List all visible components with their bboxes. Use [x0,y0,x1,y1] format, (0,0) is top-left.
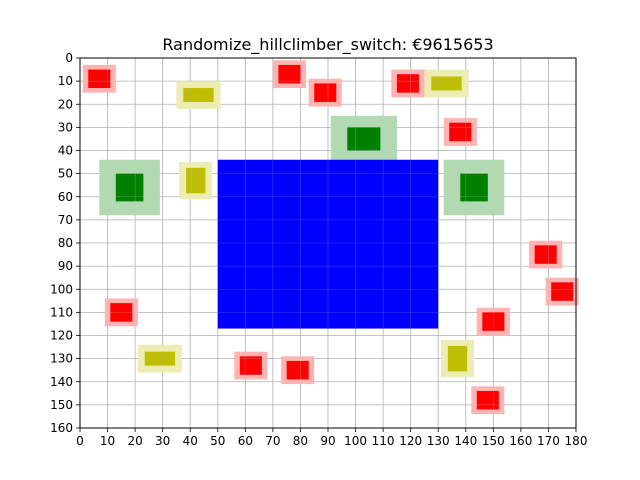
x-tick-label: 60 [238,434,253,448]
y-tick-label: 150 [50,398,73,412]
y-tick-label: 110 [50,305,73,319]
red-item [449,122,472,142]
x-tick-label: 180 [565,434,588,448]
big-blue-block [217,159,439,329]
y-tick-label: 60 [58,190,73,204]
x-tick-label: 80 [293,434,308,448]
y-axis-ticks: 0 10 20 30 40 50 60 70 80 90 100 110 120 130 140 150 160 [50,51,80,435]
y-tick-label: 140 [50,375,73,389]
red-item [278,64,301,84]
x-tick-label: 150 [482,434,505,448]
y-tick-label: 100 [50,282,73,296]
x-tick-label: 100 [344,434,367,448]
y-tick-label: 40 [58,144,73,158]
y-tick-label: 10 [58,74,73,88]
x-tick-label: 170 [537,434,560,448]
y-tick-label: 30 [58,120,73,134]
y-tick-label: 70 [58,213,73,227]
x-tick-label: 160 [509,434,532,448]
red-item [314,83,337,102]
x-tick-label: 140 [454,434,477,448]
yellow-item [183,88,214,102]
x-tick-label: 90 [320,434,335,448]
y-tick-label: 130 [50,352,73,366]
red-item [239,356,262,375]
red-item [476,391,499,410]
x-tick-label: 0 [76,434,84,448]
y-tick-label: 0 [65,51,73,65]
red-item [534,245,557,264]
y-tick-label: 80 [58,236,73,250]
x-tick-label: 20 [127,434,142,448]
x-tick-label: 10 [100,434,115,448]
big-block-layer [217,159,439,329]
yellow-item [186,167,206,194]
red-item [396,74,419,93]
item-layer [88,64,574,410]
x-tick-label: 70 [265,434,280,448]
x-tick-label: 30 [155,434,170,448]
y-tick-label: 90 [58,259,73,273]
y-tick-label: 120 [50,329,73,343]
green-item [460,173,488,202]
red-item [551,282,574,301]
x-tick-label: 40 [183,434,198,448]
green-item [115,173,144,202]
x-tick-label: 50 [210,434,225,448]
x-tick-label: 110 [372,434,395,448]
green-item [347,127,381,151]
x-tick-label: 120 [399,434,422,448]
x-axis-ticks: 0 10 20 30 40 50 60 70 80 90 100 110 120 130 140 150 160… [76,428,587,448]
y-tick-label: 50 [58,167,73,181]
figure-title: Randomize_hillclimber_switch: €9615653 [162,35,493,55]
x-tick-label: 130 [427,434,450,448]
y-tick-label: 20 [58,97,73,111]
y-tick-label: 160 [50,421,73,435]
yellow-item [431,76,462,91]
red-item [88,69,111,89]
red-item [286,360,309,380]
